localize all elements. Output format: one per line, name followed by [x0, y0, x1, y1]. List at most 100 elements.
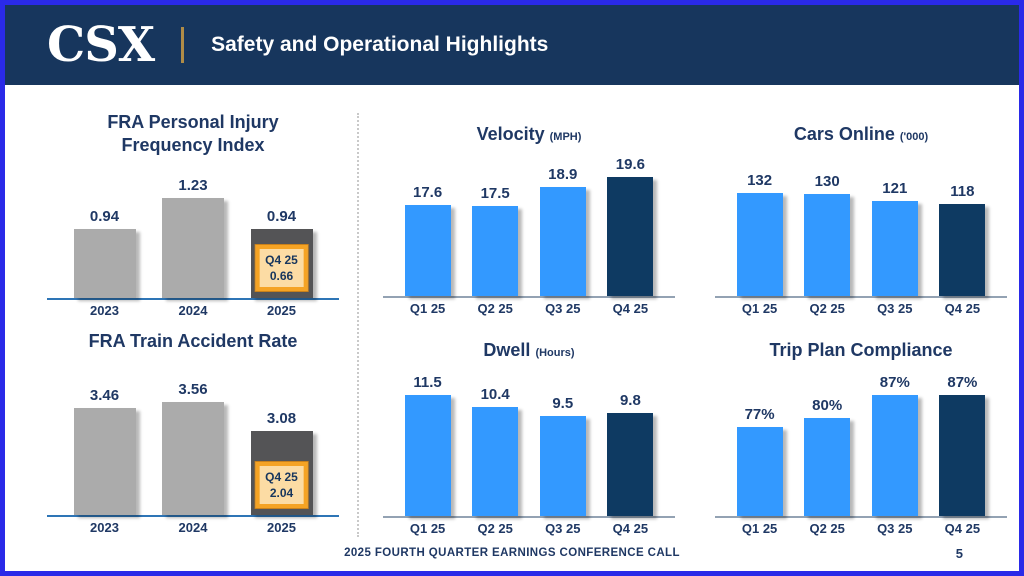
x-axis-label: Q1 25	[409, 521, 446, 536]
bar	[871, 201, 918, 296]
chart-title: FRA Train Accident Rate	[47, 330, 339, 367]
bar-value-label: 3.08	[266, 410, 297, 427]
chart-title-unit: (MPH)	[549, 131, 582, 143]
bar	[804, 418, 851, 516]
bar-value-label: 132	[747, 172, 773, 189]
bar-value-label: 1.23	[178, 177, 208, 194]
plot-area: 3.46 3.56 3.08 Q4 25 2.04	[47, 367, 339, 517]
bar	[736, 427, 783, 516]
bar-group: 87%	[871, 374, 918, 516]
chart-fra-personal-injury: FRA Personal Injury Frequency Index 0.94…	[47, 111, 339, 318]
bar-group: 1.23	[162, 177, 224, 298]
bar	[472, 206, 519, 296]
bar	[939, 204, 986, 296]
x-axis-label: Q2 25	[477, 521, 513, 536]
x-axis-label: Q1 25	[409, 301, 446, 316]
x-axis-label: Q3 25	[877, 521, 913, 536]
chart-title-line1: FRA Train Accident Rate	[88, 331, 298, 351]
bar-group: 19.6	[607, 156, 654, 296]
bar-group: 9.5	[539, 395, 586, 516]
bar-value-label: 80%	[812, 397, 843, 414]
bar: Q4 25 0.66	[250, 229, 313, 298]
bar-group: 9.8	[607, 392, 654, 516]
bar-group: 10.4	[472, 386, 519, 516]
bar-group: 130	[804, 173, 851, 296]
column-divider	[357, 113, 359, 537]
bar	[539, 416, 586, 516]
bar-value-label: 121	[882, 180, 908, 197]
x-axis-label: Q4 25	[944, 301, 981, 316]
x-axis-label: Q4 25	[612, 521, 649, 536]
bar	[539, 187, 586, 296]
bar	[939, 395, 986, 516]
bar	[607, 413, 654, 516]
x-axis-label: Q3 25	[545, 521, 581, 536]
bar-group: 3.56	[162, 381, 224, 515]
plot-area: 132 130 121 118	[715, 151, 1007, 298]
x-axis-label: 2024	[178, 303, 208, 318]
bar	[607, 177, 654, 296]
x-axis: Q1 25 Q2 25 Q3 25 Q4 25	[715, 518, 1007, 536]
chart-title: Trip Plan Compliance	[715, 339, 1007, 367]
x-axis-label: 2024	[178, 520, 208, 535]
plot-area: 0.94 1.23 0.94 Q4 25 0.66	[47, 161, 339, 300]
bar-group: 3.46	[73, 387, 136, 515]
x-axis-label: Q3 25	[545, 301, 581, 316]
bar-group: 80%	[804, 397, 851, 516]
bar-group: 3.08 Q4 25 2.04	[250, 410, 313, 515]
chart-title-line1: Cars Online	[793, 124, 895, 144]
csx-logo: CSX	[47, 17, 155, 73]
chart-cars-online: Cars Online ('000) 132 130 121 118 Q1 25 Q2 …	[715, 123, 1007, 316]
bar-value-label: 3.56	[178, 381, 208, 398]
q4-callout: Q4 25 2.04	[255, 461, 308, 508]
bar-value-label: 17.6	[412, 184, 443, 201]
bar-value-label: 10.4	[480, 386, 510, 403]
bar-value-label: 130	[814, 173, 840, 190]
chart-trip-plan-compliance: Trip Plan Compliance 77% 80% 87% 87% Q1 25 Q…	[715, 339, 1007, 536]
bar-group: 132	[736, 172, 783, 296]
bar-value-label: 11.5	[413, 374, 442, 391]
chart-dwell: Dwell (Hours) 11.5 10.4 9.5 9.8 Q1 25 Q2 25 Q…	[383, 339, 675, 536]
x-axis-label: 2023	[90, 520, 119, 535]
x-axis: Q1 25 Q2 25 Q3 25 Q4 25	[715, 298, 1007, 316]
x-axis-label: 2023	[90, 303, 119, 318]
chart-fra-train-accident-rate: FRA Train Accident Rate 3.46 3.56 3.08 Q4 2…	[47, 330, 339, 535]
bar	[404, 395, 451, 516]
bar-group: 118	[939, 183, 986, 296]
bar-value-label: 118	[950, 183, 975, 200]
bar-group: 0.94 Q4 25 0.66	[250, 208, 313, 298]
bar-group: 17.6	[404, 184, 451, 296]
bar	[871, 395, 918, 516]
x-axis-label: Q4 25	[612, 301, 649, 316]
chart-title: Dwell (Hours)	[383, 339, 675, 367]
x-axis: Q1 25 Q2 25 Q3 25 Q4 25	[383, 298, 675, 316]
bar-value-label: 87%	[947, 374, 978, 391]
bar-value-label: 17.5	[480, 185, 510, 202]
chart-title: Velocity (MPH)	[383, 123, 675, 151]
bar-group: 121	[871, 180, 918, 296]
bar	[472, 407, 519, 516]
bar	[162, 402, 224, 515]
x-axis: 2023 2024 2025	[47, 300, 339, 318]
bar: Q4 25 2.04	[250, 431, 313, 515]
page-title: Safety and Operational Highlights	[211, 33, 549, 56]
x-axis-label: Q4 25	[944, 521, 981, 536]
bar-value-label: 0.94	[266, 208, 297, 225]
x-axis-label: Q2 25	[477, 301, 513, 316]
bar-value-label: 19.6	[615, 156, 645, 173]
bar-group: 17.5	[472, 185, 519, 296]
chart-title-line1: Dwell	[483, 340, 531, 360]
chart-title-line1: FRA Personal Injury	[107, 112, 279, 132]
x-axis-label: Q3 25	[877, 301, 913, 316]
chart-title: FRA Personal Injury Frequency Index	[47, 111, 339, 161]
header-divider	[181, 27, 185, 63]
chart-title: Cars Online ('000)	[715, 123, 1007, 151]
x-axis-label: Q2 25	[809, 301, 845, 316]
bar	[404, 205, 451, 296]
chart-velocity: Velocity (MPH) 17.6 17.5 18.9 19.6 Q1 25 Q2 …	[383, 123, 675, 316]
chart-title-unit: ('000)	[899, 131, 929, 143]
x-axis-label: Q2 25	[809, 521, 845, 536]
bar-value-label: 3.46	[89, 387, 120, 404]
bar-group: 77%	[736, 406, 783, 516]
chart-title-unit: (Hours)	[535, 347, 575, 359]
